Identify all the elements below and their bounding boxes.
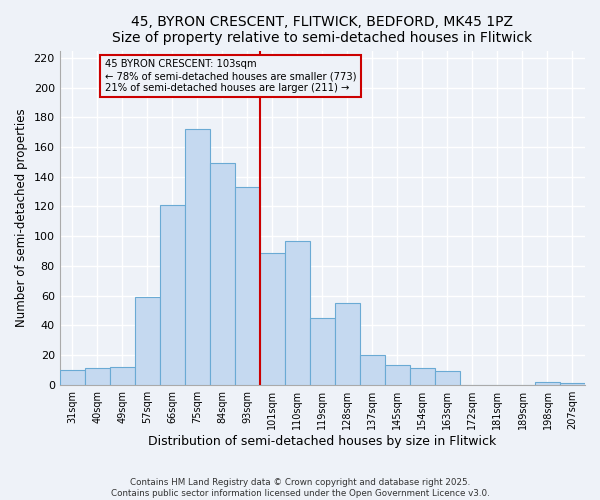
Bar bbox=[160, 205, 185, 384]
Bar bbox=[135, 297, 160, 384]
Bar bbox=[335, 303, 360, 384]
X-axis label: Distribution of semi-detached houses by size in Flitwick: Distribution of semi-detached houses by … bbox=[148, 434, 496, 448]
Bar bbox=[360, 355, 385, 384]
Bar bbox=[285, 240, 310, 384]
Bar bbox=[110, 367, 135, 384]
Bar bbox=[310, 318, 335, 384]
Bar bbox=[385, 366, 410, 384]
Bar bbox=[410, 368, 435, 384]
Text: 45 BYRON CRESCENT: 103sqm
← 78% of semi-detached houses are smaller (773)
21% of: 45 BYRON CRESCENT: 103sqm ← 78% of semi-… bbox=[104, 60, 356, 92]
Bar bbox=[260, 252, 285, 384]
Bar bbox=[435, 372, 460, 384]
Bar bbox=[59, 370, 85, 384]
Bar bbox=[185, 130, 210, 384]
Bar bbox=[560, 383, 585, 384]
Title: 45, BYRON CRESCENT, FLITWICK, BEDFORD, MK45 1PZ
Size of property relative to sem: 45, BYRON CRESCENT, FLITWICK, BEDFORD, M… bbox=[112, 15, 532, 45]
Bar bbox=[210, 164, 235, 384]
Bar bbox=[85, 368, 110, 384]
Bar bbox=[535, 382, 560, 384]
Text: Contains HM Land Registry data © Crown copyright and database right 2025.
Contai: Contains HM Land Registry data © Crown c… bbox=[110, 478, 490, 498]
Bar bbox=[235, 187, 260, 384]
Y-axis label: Number of semi-detached properties: Number of semi-detached properties bbox=[15, 108, 28, 327]
